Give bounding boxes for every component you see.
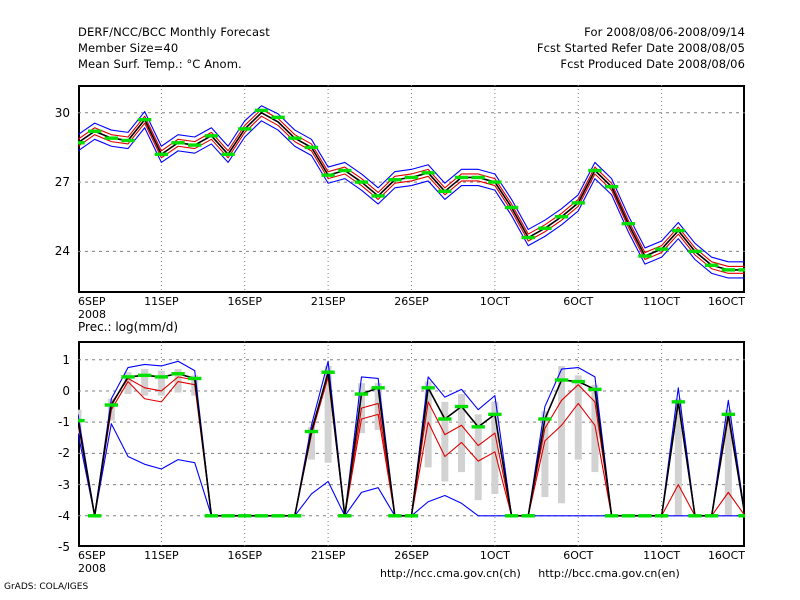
observation-markers [78,108,745,272]
y-tick-label: -2 [58,446,70,461]
x-tick-label: 1OCT [479,295,510,308]
x-tick-label: 1OCT [479,549,510,562]
grid-lines [78,85,745,293]
x-tick-label: 26SEP [394,295,429,308]
x-tick-label: 21SEP [310,295,346,308]
x-axis-year-label: 2008 [78,562,106,575]
series-upper-quartile [78,373,745,517]
y-tick-label: -5 [58,540,70,554]
y-tick-label: -1 [58,415,70,430]
url-ncc[interactable]: http://ncc.cma.gov.cn(ch) [380,567,521,580]
precipitation-x-axis: 6SEP 11SEP 16SEP 21SEP 26SEP 1OCT 6OCT 11OCT 16O… [78,549,745,579]
header-left-block: DERF/NCC/BCC Monthly Forecast Member Siz… [78,24,270,72]
precipitation-y-axis: 1 0 -1 -2 -3 -4 -5 [28,341,70,554]
header-forecast-period: For 2008/08/06-2008/09/14 [584,25,745,39]
y-tick-label: 1 [62,352,70,367]
y-tick-label: 24 [54,244,70,259]
x-tick-label: 6OCT [563,549,594,562]
spread-bars [78,365,732,516]
series-ensemble-median [78,111,745,271]
header-produced-date: Fcst Produced Date 2008/08/06 [560,57,745,71]
series-upper-quartile [78,108,745,267]
header-started-refer-date: Fcst Started Refer Date 2008/08/05 [536,41,745,55]
x-tick-label: 6OCT [563,295,594,308]
header-member-size: Member Size=40 [78,41,179,55]
header-variable: Mean Surf. Temp.: °C Anom. [78,57,242,71]
x-tick-label: 16SEP [227,295,263,308]
x-tick-label: 11SEP [144,295,179,308]
x-tick-label: 6SEP [78,549,106,562]
y-tick-label: -4 [58,508,70,523]
x-tick-label: 11SEP [144,549,179,562]
temperature-plot-area [78,85,745,293]
precipitation-title: Prec.: log(mm/d) [78,320,179,334]
precipitation-plot-area [78,341,745,547]
observation-markers [78,370,745,518]
y-tick-label: 0 [62,383,70,398]
x-tick-label: 16OCT [707,549,745,562]
header-right-block: For 2008/08/06-2008/09/14 Fcst Started R… [537,24,745,72]
precipitation-chart [78,341,745,547]
series-lower-bound [78,120,745,279]
x-tick-label: 11OCT [643,295,681,308]
x-axis-year-label: 2008 [78,308,106,321]
x-tick-label: 21SEP [310,549,346,562]
y-tick-label: 27 [54,175,70,190]
x-tick-label: 26SEP [394,549,429,562]
x-tick-label: 16SEP [227,549,263,562]
series-upper-bound [78,105,745,263]
temperature-y-axis: 30 27 24 [28,85,70,293]
header-title: DERF/NCC/BCC Monthly Forecast [78,25,270,39]
x-tick-label: 16OCT [707,295,745,308]
y-tick-label: -3 [58,477,70,492]
temperature-x-axis: 6SEP 11SEP 16SEP 21SEP 26SEP 1OCT 6OCT 11OCT 16O… [78,295,745,325]
temperature-chart [78,85,745,293]
url-bcc[interactable]: http://bcc.cma.gov.cn(en) [538,567,680,580]
y-tick-label: 30 [54,105,70,120]
x-tick-label: 6SEP [78,295,106,308]
footer-urls: http://ncc.cma.gov.cn(ch) http://bcc.cma… [380,567,694,580]
grads-credit: GrADS: COLA/IGES [4,582,89,592]
x-tick-label: 11OCT [643,549,681,562]
series-lower-quartile [78,115,745,274]
header: DERF/NCC/BCC Monthly Forecast Member Siz… [0,0,800,80]
